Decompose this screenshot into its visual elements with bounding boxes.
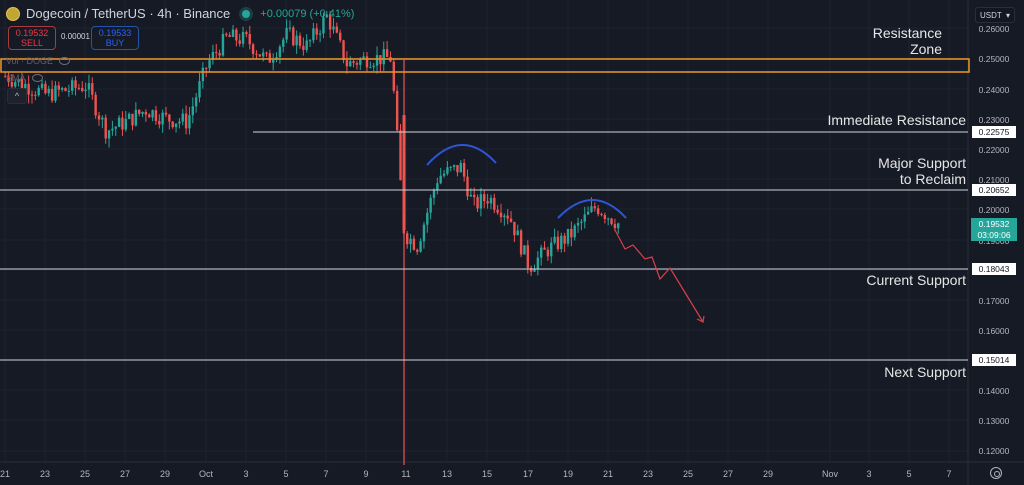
price-tick: 0.21000 xyxy=(978,175,1010,185)
sell-price: 0.19532 xyxy=(15,28,49,38)
next-support-price-box: 0.15014 xyxy=(972,354,1016,366)
current-support-price-box: 0.18043 xyxy=(972,263,1016,275)
collapse-legend-button[interactable]: ^ xyxy=(7,88,27,104)
time-tick: 3 xyxy=(866,469,872,479)
immediate-resistance-price-box: 0.22575 xyxy=(972,126,1016,138)
price-tick: 0.12000 xyxy=(978,446,1010,456)
symbol-title[interactable]: Dogecoin / TetherUS · 4h · Binance xyxy=(26,6,231,21)
sell-button[interactable]: 0.19532 SELL xyxy=(8,26,56,50)
time-tick: 25 xyxy=(682,469,694,479)
time-tick: 7 xyxy=(323,469,329,479)
hidden-eye-icon[interactable] xyxy=(59,57,71,65)
currency-value: USDT xyxy=(980,10,1002,20)
hidden-eye-icon[interactable] xyxy=(31,74,43,82)
major-support-price-box: 0.20652 xyxy=(972,184,1016,196)
sell-label: SELL xyxy=(20,38,44,48)
time-tick: 21 xyxy=(0,469,11,479)
candle-countdown: 03:09:06 xyxy=(977,230,1011,240)
grid-lines xyxy=(0,0,968,462)
sma-legend-label: SMA xyxy=(6,73,26,83)
time-tick: 29 xyxy=(159,469,171,479)
price-tick: 0.25000 xyxy=(978,54,1010,64)
buy-price: 0.19533 xyxy=(98,28,132,38)
immediate-resistance-label: Immediate Resistance xyxy=(827,112,966,128)
time-tick: 3 xyxy=(243,469,249,479)
time-tick: 9 xyxy=(363,469,369,479)
current-price: 0.19532 xyxy=(978,219,1010,229)
market-open-icon xyxy=(242,9,251,18)
time-tick: 5 xyxy=(283,469,289,479)
price-tick: 0.14000 xyxy=(978,386,1010,396)
price-tick: 0.23000 xyxy=(978,115,1010,125)
price-tick: 0.17000 xyxy=(978,296,1010,306)
time-tick: 7 xyxy=(946,469,952,479)
price-tick: 0.19000 xyxy=(978,236,1010,246)
resistance-zone-box[interactable] xyxy=(0,58,970,73)
dogecoin-logo-icon xyxy=(6,6,20,21)
time-tick: 23 xyxy=(39,469,51,479)
time-tick: 27 xyxy=(722,469,734,479)
time-tick: 21 xyxy=(602,469,614,479)
spread-value: 0.00001 xyxy=(61,32,90,41)
current-price-box: 0.19532 03:09:06 xyxy=(971,218,1017,241)
time-tick: Nov xyxy=(821,469,839,479)
time-tick: 11 xyxy=(401,469,411,479)
price-tick: 0.22000 xyxy=(978,145,1010,155)
second-top-arc[interactable] xyxy=(557,199,627,219)
projection-arrowhead-icon xyxy=(696,315,705,323)
time-tick: 13 xyxy=(441,469,453,479)
volume-legend-label: Vol · DOGE xyxy=(6,56,54,66)
time-tick: 27 xyxy=(119,469,131,479)
volume-legend[interactable]: Vol · DOGE xyxy=(6,56,71,66)
resistance-zone-label: Resistance Zone xyxy=(873,25,942,57)
buy-label: BUY xyxy=(105,38,125,48)
current-support-label: Current Support xyxy=(866,272,966,288)
first-top-arc[interactable] xyxy=(426,144,497,166)
major-support-label-line1: Major Support xyxy=(878,155,966,171)
time-tick: 25 xyxy=(79,469,91,479)
major-support-label-line2: to Reclaim xyxy=(899,171,966,187)
price-change: +0.00079 (+0.41%) xyxy=(260,7,355,20)
resistance-zone-label-line1: Resistance xyxy=(872,25,942,41)
time-tick: 5 xyxy=(906,469,912,479)
time-tick: 17 xyxy=(522,469,534,479)
time-tick: 29 xyxy=(762,469,774,479)
sma-legend[interactable]: SMA xyxy=(6,73,43,83)
time-tick: 23 xyxy=(642,469,654,479)
major-support-label: Major Support to Reclaim xyxy=(878,155,966,187)
candlesticks xyxy=(4,11,620,465)
time-tick: 19 xyxy=(562,469,574,479)
next-support-label: Next Support xyxy=(884,364,966,380)
bearish-projection-path[interactable] xyxy=(614,229,704,323)
price-tick: 0.24000 xyxy=(978,85,1010,95)
time-tick: 15 xyxy=(481,469,493,479)
price-tick: 0.16000 xyxy=(978,326,1010,336)
price-tick: 0.13000 xyxy=(978,416,1010,426)
price-tick: 0.20000 xyxy=(978,205,1010,215)
settings-gear-icon[interactable] xyxy=(990,467,1002,479)
chevron-up-icon: ^ xyxy=(14,91,20,101)
buy-button[interactable]: 0.19533 BUY xyxy=(91,26,139,50)
chevron-down-icon: ▾ xyxy=(1005,10,1010,20)
symbol-header: Dogecoin / TetherUS · 4h · Binance +0.00… xyxy=(6,6,354,21)
currency-selector[interactable]: USDT ▾ xyxy=(975,7,1015,23)
price-tick: 0.26000 xyxy=(978,24,1010,34)
time-tick: Oct xyxy=(198,469,214,479)
resistance-zone-label-line2: Zone xyxy=(910,41,942,57)
